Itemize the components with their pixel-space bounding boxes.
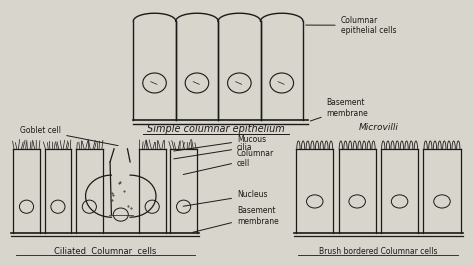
Text: Mucous: Mucous bbox=[174, 135, 266, 151]
Text: Microvilli: Microvilli bbox=[358, 123, 398, 132]
Text: Nucleus: Nucleus bbox=[183, 190, 267, 206]
Text: Basement
membrane: Basement membrane bbox=[310, 98, 368, 121]
Text: cilia: cilia bbox=[174, 143, 253, 159]
Text: Goblet cell: Goblet cell bbox=[20, 126, 118, 146]
Text: Ciliated  Columnar  cells: Ciliated Columnar cells bbox=[54, 247, 156, 256]
Text: Columnar
cell: Columnar cell bbox=[183, 148, 274, 174]
Text: Simple columnar epithelium: Simple columnar epithelium bbox=[147, 124, 285, 134]
Text: Basement
membrane: Basement membrane bbox=[192, 206, 279, 232]
Text: Brush bordered Columnar cells: Brush bordered Columnar cells bbox=[319, 247, 438, 256]
Text: Columnar
epithelial cells: Columnar epithelial cells bbox=[306, 16, 396, 35]
